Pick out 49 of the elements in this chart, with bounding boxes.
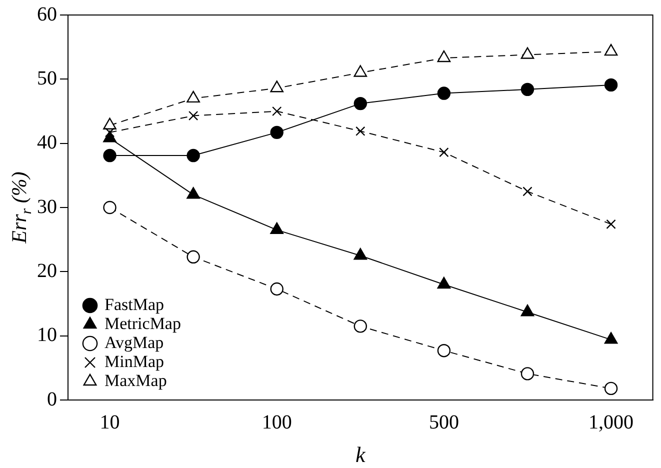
- point: [270, 222, 284, 234]
- y-tick-label: 30: [37, 196, 57, 218]
- point: [604, 78, 618, 92]
- legend-label: MinMap: [104, 352, 164, 371]
- point: [103, 130, 116, 142]
- point: [354, 248, 368, 260]
- point: [103, 148, 116, 162]
- point: [354, 320, 367, 333]
- point: [270, 80, 284, 92]
- y-tick-label: 20: [37, 260, 57, 282]
- point: [606, 219, 616, 230]
- point: [186, 187, 200, 199]
- x-tick-label: 100: [262, 411, 292, 434]
- point: [604, 44, 618, 56]
- legend-label: FastMap: [104, 294, 164, 314]
- point: [604, 382, 618, 396]
- point: [103, 200, 116, 214]
- point: [272, 106, 282, 116]
- point: [520, 82, 534, 96]
- x-tick-label: 10: [100, 411, 120, 434]
- point: [270, 126, 284, 140]
- point: [520, 367, 534, 380]
- point: [103, 118, 116, 130]
- point: [354, 96, 367, 110]
- y-tick-label: 10: [37, 324, 57, 346]
- point: [439, 147, 449, 158]
- y-tick-label: 40: [37, 132, 57, 154]
- x-tick-label: 500: [428, 411, 459, 434]
- y-axis-title: Errr (%): [7, 172, 35, 244]
- point: [356, 126, 366, 136]
- x-axis-title: k: [356, 442, 367, 467]
- point: [188, 110, 198, 121]
- point: [520, 47, 534, 59]
- legend-label: AvgMap: [104, 332, 164, 352]
- point: [270, 282, 284, 296]
- point: [186, 250, 200, 264]
- point: [522, 186, 532, 196]
- legend-label: MetricMap: [104, 314, 181, 333]
- point: [437, 344, 451, 358]
- point: [354, 65, 368, 77]
- point: [437, 86, 451, 100]
- y-tick-label: 50: [37, 67, 57, 90]
- point: [186, 148, 200, 162]
- y-tick-label: 0: [47, 388, 57, 410]
- point: [186, 90, 200, 103]
- y-tick-label: 60: [37, 3, 57, 26]
- legend-label: MaxMap: [104, 370, 167, 390]
- point: [437, 50, 451, 62]
- x-tick-label: 1,000: [588, 411, 634, 434]
